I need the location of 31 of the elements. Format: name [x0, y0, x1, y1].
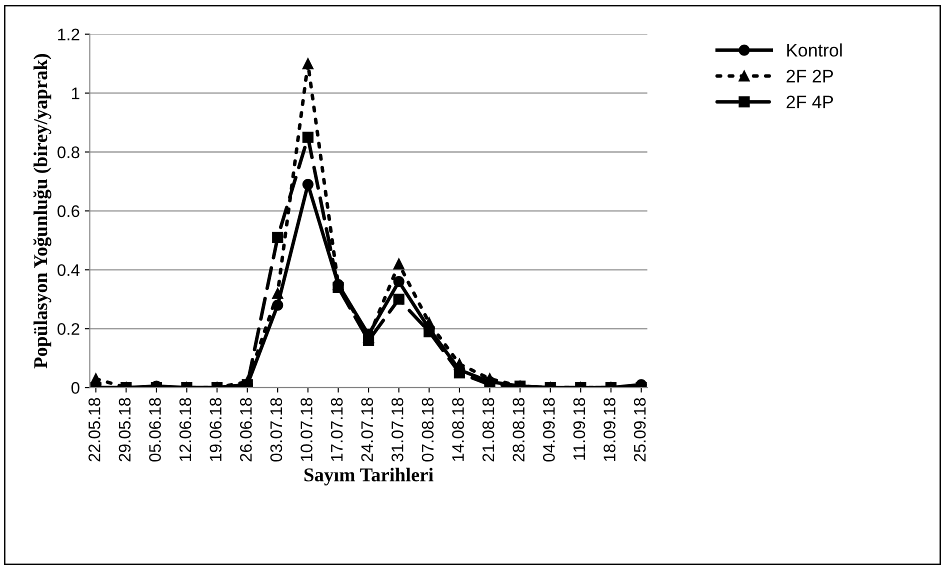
- x-tick-label: 11.09.18: [573, 398, 586, 460]
- y-tick-label: 0.4: [58, 264, 80, 276]
- y-tick-label: 0.8: [58, 146, 80, 158]
- legend-label: 2F 2P: [786, 70, 833, 82]
- y-tick-label: 1: [72, 88, 80, 100]
- x-tick-label: 05.06.18: [149, 398, 161, 462]
- legend-label: Kontrol: [787, 43, 842, 57]
- legend-label: 2F 4P: [786, 96, 833, 108]
- y-tick-label: 0: [71, 382, 80, 394]
- y-axis-title: Popülasyon Yoğunluğu (birey/yaprak): [33, 54, 52, 368]
- x-tick-label: 24.07.18: [361, 398, 374, 462]
- x-tick-label: 14.08.18: [452, 398, 464, 461]
- y-tick-label: 1.2: [58, 28, 80, 40]
- x-axis-title: Sayım Tarihleri: [304, 468, 434, 486]
- x-tick-label: 10.07.18: [300, 398, 312, 461]
- x-tick-label: 22.05.18: [88, 398, 100, 462]
- x-tick-label: 07.08.18: [422, 398, 434, 462]
- x-tick-label: 31.07.18: [392, 398, 404, 462]
- x-tick-label: 12.06.18: [179, 398, 192, 461]
- x-tick-label: 21.08.18: [482, 398, 494, 462]
- x-tick-label: 04.09.18: [543, 398, 555, 462]
- x-tick-label: 17.07.18: [330, 398, 343, 461]
- x-tick-label: 28.08.18: [512, 398, 525, 462]
- y-tick-label: 0.6: [58, 205, 80, 218]
- x-tick-label: 18.09.18: [604, 398, 616, 461]
- x-tick-label: 25.09.18: [634, 398, 646, 462]
- x-tick-label: 19.06.18: [210, 398, 222, 461]
- x-tick-label: 03.07.18: [270, 398, 282, 462]
- x-tick-label: 26.06.18: [240, 398, 252, 462]
- x-tick-label: 29.05.18: [118, 398, 131, 462]
- y-tick-label: 0.2: [58, 323, 80, 335]
